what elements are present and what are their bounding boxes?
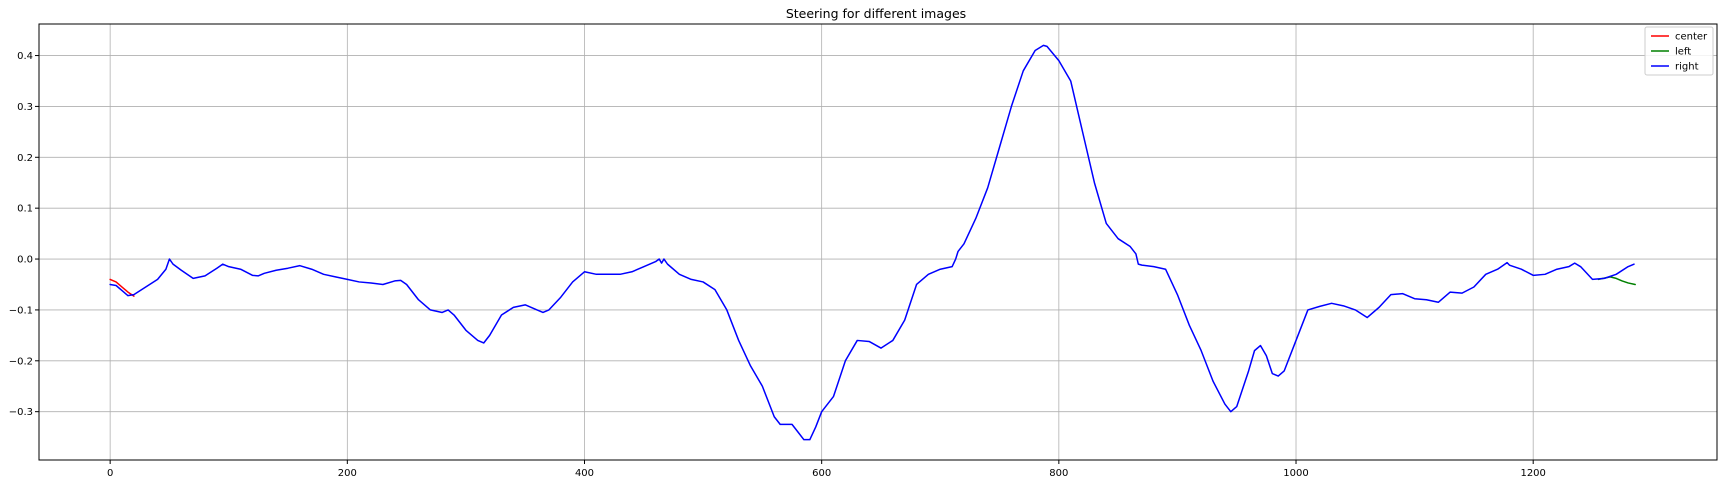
plot-frame [38, 23, 1718, 461]
y-tick-label: −0.3 [9, 407, 33, 418]
chart-title: Steering for different images [786, 6, 966, 21]
x-tick-label: 400 [575, 468, 594, 479]
x-tick-label: 800 [1049, 468, 1068, 479]
x-tick-label: 1000 [1283, 468, 1308, 479]
grid-layer [39, 24, 1717, 460]
axis-layer: 0 200 400 600 800 1000 1200 −0.3 −0.2 −0.1 0.0 0.1 0… [9, 23, 1718, 479]
legend: center left right [1644, 26, 1714, 76]
legend-label-right: right [1675, 62, 1699, 73]
legend-label-center: center [1675, 32, 1708, 43]
y-tick-label: 0.3 [17, 102, 33, 113]
x-tick-label: 0 [107, 468, 113, 479]
y-tick-label: −0.1 [9, 305, 33, 316]
x-tick-label: 200 [338, 468, 357, 479]
series-layer [109, 44, 1636, 441]
x-tick-label: 1200 [1520, 468, 1545, 479]
y-tick-label: 0.4 [17, 51, 33, 62]
series-line-center [109, 278, 135, 297]
legend-box [1644, 26, 1714, 76]
series-line-right [109, 44, 1635, 441]
y-tick-label: 0.0 [17, 255, 33, 266]
legend-label-left: left [1675, 47, 1691, 58]
y-tick-label: 0.2 [17, 153, 33, 164]
y-tick-label: 0.1 [17, 204, 33, 215]
x-tick-label: 600 [812, 468, 831, 479]
y-tick-label: −0.2 [9, 356, 33, 367]
